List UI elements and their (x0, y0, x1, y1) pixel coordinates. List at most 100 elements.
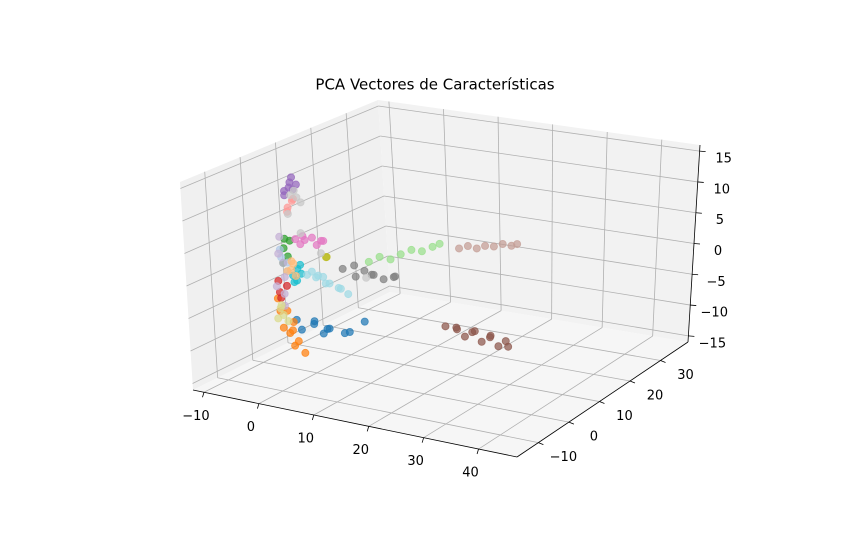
point (280, 289, 289, 298)
point (460, 332, 469, 341)
point (375, 252, 384, 261)
point (504, 342, 513, 351)
tick-mark (421, 437, 425, 443)
pane (378, 100, 700, 342)
x-tick-label: 20 (352, 443, 369, 458)
point (435, 239, 444, 248)
y-tick-label: 0 (590, 430, 598, 445)
tick-mark (690, 304, 697, 306)
tick-mark (629, 380, 636, 384)
tick-mark (366, 426, 370, 432)
point (312, 240, 321, 249)
grid-line (313, 310, 502, 416)
grid-line (180, 105, 379, 189)
point (386, 255, 395, 264)
grid-line (378, 105, 700, 152)
point (288, 326, 297, 335)
tick-mark (202, 392, 205, 398)
pane (193, 292, 688, 457)
point (477, 337, 486, 346)
y-tick-label: −10 (550, 450, 577, 465)
z-tick-label: −10 (701, 306, 728, 321)
y-tick-label: 30 (677, 368, 694, 383)
point (351, 272, 360, 281)
tick-mark (692, 273, 699, 276)
tick-mark (257, 403, 260, 409)
point (472, 244, 481, 253)
point (417, 247, 426, 256)
point (279, 323, 288, 332)
point (396, 250, 405, 259)
point (470, 327, 479, 336)
point (274, 249, 283, 258)
point (287, 257, 296, 266)
tick-mark (688, 335, 695, 337)
z-tick-label: −15 (699, 336, 726, 351)
point (428, 242, 437, 251)
point (489, 242, 498, 251)
grid-line (190, 255, 388, 352)
grid-line (387, 255, 691, 306)
point (494, 342, 503, 351)
point (289, 186, 298, 195)
point (407, 245, 416, 254)
tick-mark (699, 150, 706, 153)
point (338, 264, 347, 273)
y-tick-label: 20 (647, 389, 664, 404)
point (486, 333, 495, 342)
point (441, 322, 450, 331)
point (287, 173, 296, 182)
z-tick-label: 0 (714, 244, 722, 259)
point (284, 317, 293, 326)
z-tick-label: −5 (707, 275, 726, 290)
grid-line (287, 342, 600, 402)
point (369, 270, 378, 279)
point (319, 272, 328, 281)
point (272, 282, 281, 291)
point (283, 209, 292, 218)
point (279, 258, 288, 267)
x-tick-label: 40 (462, 466, 479, 481)
grid-line (389, 285, 689, 337)
x-tick-label: 0 (247, 420, 255, 435)
point (291, 235, 300, 244)
point (307, 267, 316, 276)
point (463, 242, 472, 251)
point (336, 284, 345, 293)
point (280, 273, 289, 282)
z-tick-label: 5 (716, 213, 724, 228)
point (325, 279, 334, 288)
point (360, 266, 369, 275)
x-tick-label: 30 (407, 454, 424, 469)
grid-line (423, 327, 603, 439)
chart-title: PCA Vectores de Características (315, 76, 554, 94)
grid-line (358, 307, 661, 361)
point (344, 290, 353, 299)
tick-mark (660, 360, 666, 363)
tick-mark (538, 442, 544, 445)
z-tick-label: 15 (715, 152, 732, 167)
grid-line (184, 165, 383, 254)
x-tick-label: 10 (298, 431, 315, 446)
tick-mark (476, 448, 479, 455)
point (277, 301, 286, 310)
point (310, 317, 319, 326)
z-tick-label: 10 (713, 182, 730, 197)
point (296, 229, 305, 238)
grid-line (368, 318, 552, 427)
point (455, 244, 464, 253)
y-tick-label: 10 (616, 409, 633, 424)
point (287, 265, 296, 274)
x-tick-label: −10 (182, 409, 209, 424)
point (513, 240, 522, 249)
point (379, 275, 388, 284)
point (307, 233, 316, 242)
point (274, 314, 283, 323)
point (294, 337, 303, 346)
x-axis-line (192, 389, 518, 458)
grid-line (478, 335, 653, 450)
point (389, 273, 398, 282)
point (297, 325, 306, 334)
grid-line (252, 359, 569, 423)
